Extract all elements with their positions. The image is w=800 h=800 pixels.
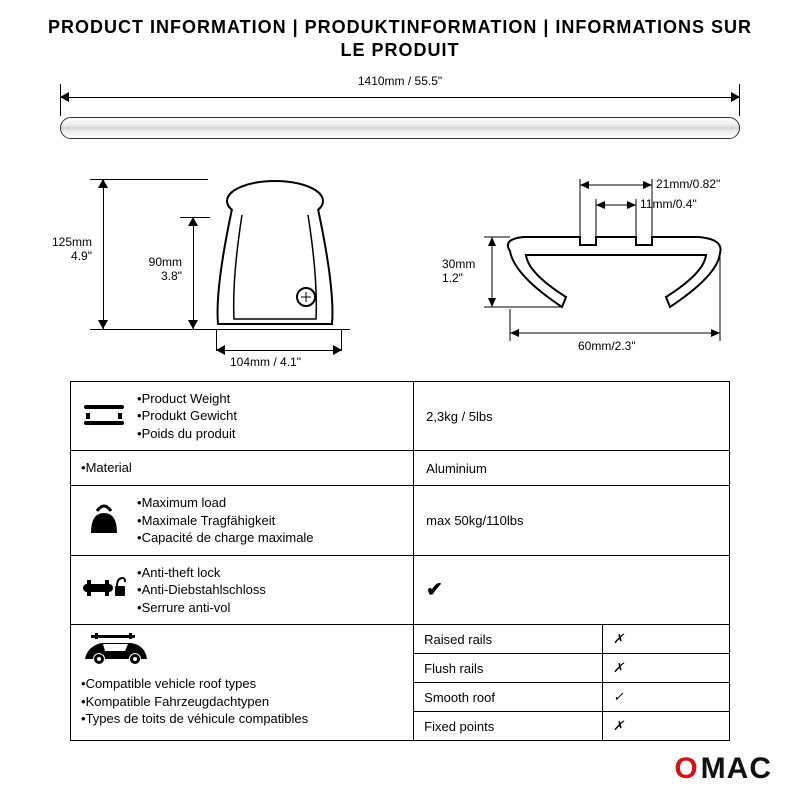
lock-icon: [81, 570, 127, 610]
dim-foot-h-outer: 125mm4.9": [48, 235, 92, 264]
weight-bar-icon: [81, 396, 127, 436]
brand-logo: OMAC: [674, 752, 772, 786]
spec-row-material: Material Aluminium: [71, 450, 729, 485]
car-icon: [81, 633, 151, 669]
dim-foot-h-inner: 90mm3.8": [138, 255, 182, 284]
dim-foot-width: 104mm / 4.1": [230, 355, 301, 369]
spec-labels-material: Material: [81, 459, 132, 477]
compat-subtable: Raised rails✗ Flush rails✗ Smooth roof✓ …: [413, 625, 729, 740]
spec-labels-load: Maximum load Maximale Tragfähigkeit Capa…: [137, 494, 314, 547]
dim-profile-w: 60mm/2.3": [578, 339, 636, 353]
spec-labels-lock: Anti-theft lock Anti-Diebstahlschloss Se…: [137, 564, 266, 617]
foot-drawing: 125mm4.9" 90mm3.8" 104mm / 4.1": [90, 169, 370, 369]
spec-row-lock: Anti-theft lock Anti-Diebstahlschloss Se…: [71, 555, 729, 625]
foot-svg: [210, 179, 340, 329]
technical-diagrams: 1410mm / 55.5" 125mm4.9" 90mm3.8": [60, 73, 740, 373]
spec-value-load: max 50kg/110lbs: [413, 486, 729, 555]
dim-profile-h: 30mm1.2": [442, 257, 486, 286]
spec-row-compat: Compatible vehicle roof types Kompatible…: [71, 624, 729, 740]
crossbar-drawing: [60, 117, 740, 139]
spec-value-lock: ✔: [413, 556, 729, 625]
kettlebell-icon: [81, 500, 127, 540]
page-title: PRODUCT INFORMATION | PRODUKTINFORMATION…: [0, 0, 800, 67]
spec-row-weight: Product Weight Produkt Gewicht Poids du …: [71, 382, 729, 451]
profile-drawing: 21mm/0.82" 11mm/0.4" 30mm1.2" 60mm/2.3": [440, 179, 740, 369]
dim-slot-inner: 11mm/0.4": [640, 197, 697, 211]
spec-labels-compat: Compatible vehicle roof types Kompatible…: [81, 675, 308, 728]
dim-overall-length: 1410mm / 55.5": [358, 74, 442, 88]
dim-slot-w: 21mm/0.82": [656, 177, 720, 191]
spec-value-material: Aluminium: [413, 451, 729, 485]
spec-table: Product Weight Produkt Gewicht Poids du …: [70, 381, 730, 741]
logo-accent: O: [674, 752, 698, 786]
spec-labels-weight: Product Weight Produkt Gewicht Poids du …: [137, 390, 237, 443]
spec-value-weight: 2,3kg / 5lbs: [413, 382, 729, 451]
dim-line-length: [60, 90, 740, 104]
spec-row-load: Maximum load Maximale Tragfähigkeit Capa…: [71, 485, 729, 555]
